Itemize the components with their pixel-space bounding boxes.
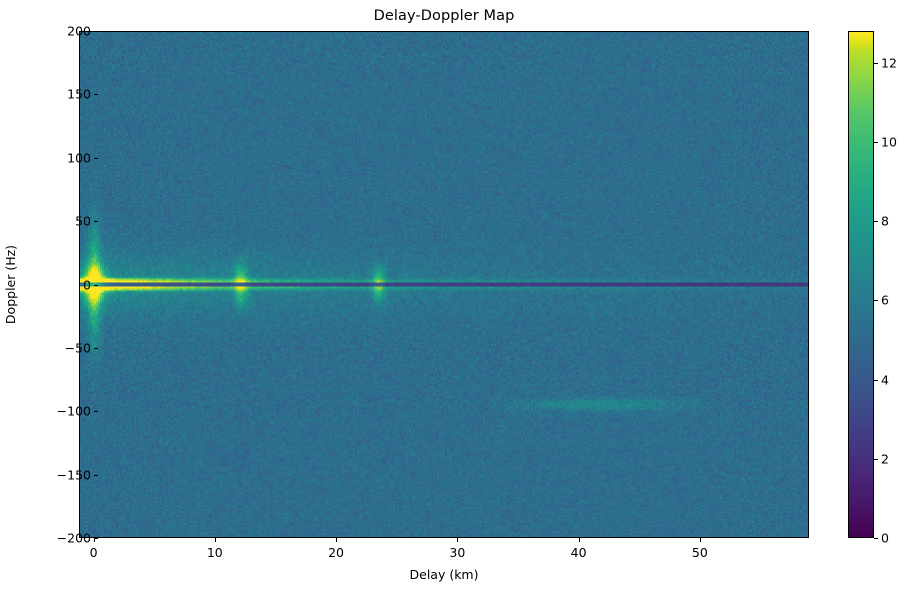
x-tick-mark: [457, 538, 459, 542]
y-tick-label: 0: [83, 277, 91, 292]
x-tick-label: 0: [89, 545, 98, 560]
colorbar-tick-label: 6: [881, 292, 889, 308]
colorbar-tick-label: 8: [881, 213, 889, 229]
colorbar-tick-label: 0: [881, 530, 889, 546]
y-tick-label: 200: [67, 23, 91, 39]
y-tick-mark: [94, 157, 98, 159]
y-tick-label: −100: [56, 403, 91, 419]
colorbar-tick-mark: [874, 379, 878, 381]
x-tick-label: 20: [328, 545, 345, 560]
page-title: Delay-Doppler Map: [373, 8, 515, 24]
heatmap-canvas: [80, 32, 808, 537]
colorbar-tick-mark: [874, 221, 878, 223]
heatmap-plot-area: [79, 31, 809, 538]
y-tick-label: 100: [67, 150, 91, 166]
x-tick-label: 50: [691, 545, 708, 560]
y-tick-mark: [94, 411, 98, 413]
y-tick-mark: [94, 284, 98, 286]
colorbar-tick-label: 12: [881, 55, 897, 71]
x-tick-label: 30: [449, 545, 466, 560]
colorbar-tick-mark: [874, 458, 878, 460]
x-tick-label: 40: [570, 545, 587, 560]
y-tick-mark: [94, 474, 98, 476]
y-tick-mark: [94, 221, 98, 223]
x-axis-label: Delay (km): [409, 567, 479, 582]
colorbar-tick-label: 4: [881, 372, 889, 388]
y-tick-label: −50: [64, 340, 91, 356]
y-tick-label: −150: [56, 467, 91, 483]
x-tick-mark: [336, 538, 338, 542]
y-axis-label: Doppler (Hz): [2, 31, 20, 538]
colorbar-tick-mark: [874, 538, 878, 539]
colorbar-tick-mark: [874, 300, 878, 302]
x-tick-mark: [578, 538, 580, 542]
colorbar-tick-mark: [874, 62, 878, 64]
y-tick-mark: [94, 538, 98, 539]
y-tick-mark: [94, 347, 98, 349]
y-tick-label: 50: [75, 213, 91, 229]
x-tick-mark: [214, 538, 216, 542]
y-tick-label: −200: [56, 530, 91, 546]
colorbar: [848, 31, 874, 538]
colorbar-tick-label: 10: [881, 134, 897, 150]
x-tick-mark: [699, 538, 701, 542]
y-tick-mark: [94, 31, 98, 32]
colorbar-tick-label: 2: [881, 451, 889, 467]
colorbar-tick-mark: [874, 141, 878, 143]
x-tick-mark: [93, 538, 95, 542]
y-tick-mark: [94, 94, 98, 96]
y-axis-label-text: Doppler (Hz): [3, 244, 19, 325]
x-tick-label: 10: [206, 545, 223, 560]
y-tick-label: 150: [67, 86, 91, 102]
